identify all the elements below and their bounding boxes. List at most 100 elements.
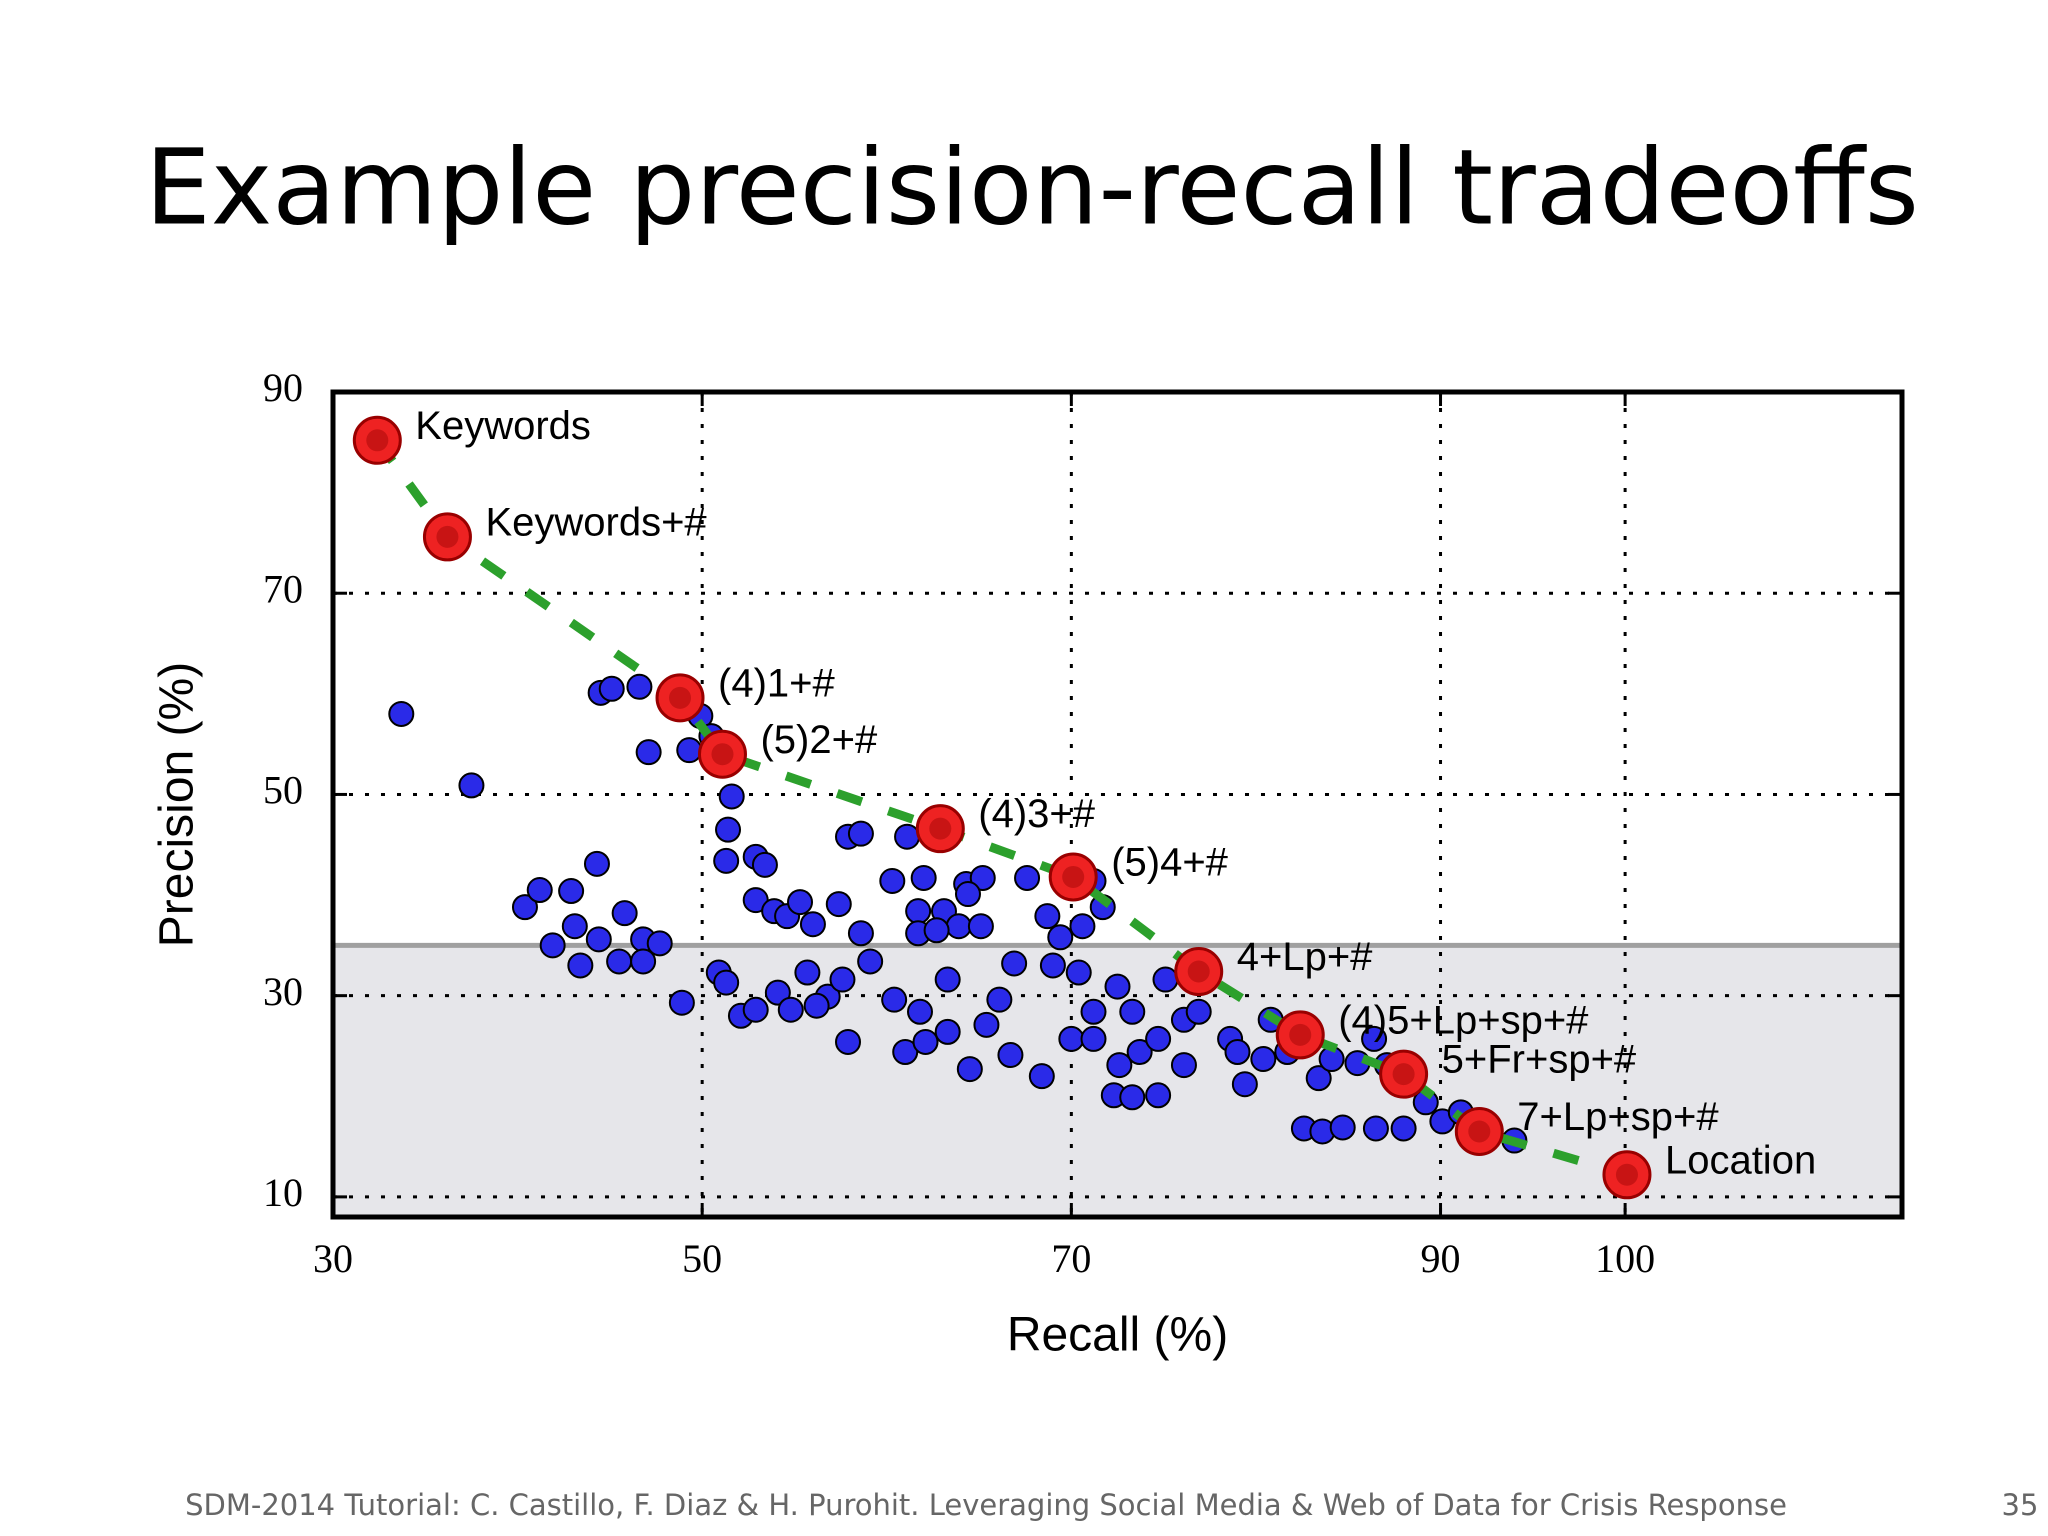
point <box>1034 903 1061 930</box>
point <box>787 889 814 916</box>
point <box>803 992 830 1019</box>
point <box>742 996 769 1023</box>
point <box>835 1028 862 1055</box>
point <box>857 948 884 975</box>
point-label: 4+Lp+# <box>1237 935 1373 979</box>
point <box>1305 1065 1332 1092</box>
y-axis-title: Precision (%) <box>151 662 204 947</box>
point <box>1126 1039 1153 1065</box>
highlight-core <box>1187 960 1210 983</box>
point <box>881 986 908 1013</box>
point <box>388 700 415 727</box>
highlight-core <box>669 686 692 709</box>
point <box>945 913 972 940</box>
point <box>676 737 703 764</box>
point <box>1058 1025 1085 1052</box>
y-tick-label: 70 <box>263 566 303 611</box>
point-label: (5)4+# <box>1111 841 1228 885</box>
point-label: Location <box>1665 1138 1816 1182</box>
point <box>934 966 961 993</box>
point <box>1047 924 1074 951</box>
point-label: (5)2+# <box>760 718 877 762</box>
point <box>1119 998 1146 1025</box>
highlight-core <box>436 525 459 548</box>
highlight-core <box>1289 1023 1312 1046</box>
point <box>668 989 695 1016</box>
point <box>606 948 633 975</box>
page-number: 35 <box>2002 1488 2039 1522</box>
point <box>511 894 538 921</box>
point-label: (4)5+Lp+sp+# <box>1338 998 1589 1042</box>
point <box>1224 1039 1251 1065</box>
point <box>879 867 906 894</box>
frontier-line <box>373 437 1629 1180</box>
footer: SDM-2014 Tutorial: C. Castillo, F. Diaz … <box>185 1488 1787 1522</box>
point <box>794 959 821 986</box>
x-tick-label: 70 <box>1051 1236 1091 1281</box>
y-tick-label: 90 <box>263 365 303 410</box>
point <box>1231 1071 1258 1098</box>
point <box>1119 1084 1146 1111</box>
point <box>912 1028 939 1055</box>
point <box>611 900 638 927</box>
point <box>910 864 937 891</box>
x-tick-label: 50 <box>682 1236 722 1281</box>
point <box>646 930 673 957</box>
slide-title: Example precision-recall tradeoffs <box>145 126 1919 248</box>
point <box>1170 1052 1197 1079</box>
point-label: 5+Fr+sp+# <box>1442 1038 1637 1082</box>
y-tick-label: 50 <box>263 768 303 813</box>
point <box>969 864 996 891</box>
point-label: (4)1+# <box>718 661 835 705</box>
point <box>713 969 740 996</box>
highlight-core <box>366 429 389 452</box>
point <box>561 913 588 940</box>
point <box>1080 998 1107 1025</box>
point <box>1014 864 1041 891</box>
point-label: (4)3+# <box>978 792 1095 836</box>
point <box>583 850 610 877</box>
highlight-core <box>1468 1120 1491 1143</box>
point-label: Keywords <box>415 404 591 448</box>
point <box>799 911 826 938</box>
point <box>847 820 874 847</box>
point <box>973 1011 1000 1038</box>
point <box>1362 1115 1389 1142</box>
y-tick-label: 10 <box>263 1170 303 1215</box>
point <box>1028 1063 1055 1090</box>
point <box>892 1039 919 1065</box>
point <box>713 847 740 874</box>
point-label: 7+Lp+sp+# <box>1517 1095 1719 1139</box>
point <box>567 952 594 979</box>
plot-border <box>330 389 1905 1220</box>
highlight-core <box>1392 1063 1415 1086</box>
point <box>1069 913 1096 940</box>
point <box>585 926 612 953</box>
x-tick-label: 100 <box>1595 1236 1655 1281</box>
point <box>967 913 994 940</box>
point <box>751 851 778 878</box>
point <box>1001 950 1028 977</box>
x-tick-label: 30 <box>313 1236 353 1281</box>
point <box>829 966 856 993</box>
point <box>598 675 625 702</box>
point <box>626 673 653 700</box>
x-tick-label: 90 <box>1421 1236 1461 1281</box>
point <box>986 986 1013 1013</box>
point <box>825 891 852 918</box>
point <box>1104 973 1131 1000</box>
x-axis-title: Recall (%) <box>1007 1309 1228 1362</box>
point <box>905 898 932 925</box>
point <box>954 881 981 908</box>
point <box>715 816 742 843</box>
point <box>630 948 657 975</box>
point <box>1250 1046 1277 1073</box>
point <box>1065 959 1092 986</box>
point <box>1390 1115 1417 1142</box>
point-label: Keywords+# <box>485 500 707 544</box>
point <box>1106 1052 1133 1079</box>
point <box>458 772 485 799</box>
point <box>934 1018 961 1045</box>
point <box>1145 1082 1172 1109</box>
point <box>558 878 585 905</box>
